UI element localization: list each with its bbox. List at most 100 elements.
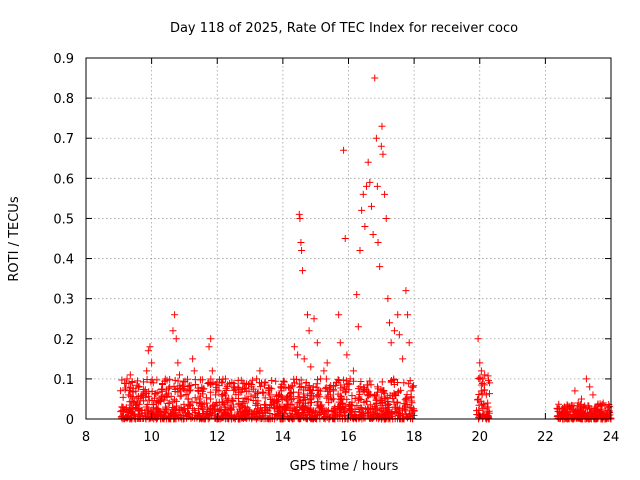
data-point bbox=[383, 412, 391, 420]
data-point bbox=[346, 375, 354, 383]
data-point bbox=[477, 397, 485, 405]
x-tick-label: 8 bbox=[82, 430, 90, 445]
data-point bbox=[592, 403, 600, 411]
data-point bbox=[290, 404, 298, 412]
data-point bbox=[378, 410, 386, 418]
data-point bbox=[273, 412, 281, 420]
data-point bbox=[296, 397, 304, 405]
data-point bbox=[290, 395, 298, 403]
data-point bbox=[252, 401, 260, 409]
data-point bbox=[307, 386, 315, 394]
data-point bbox=[282, 404, 290, 412]
data-point bbox=[184, 410, 192, 418]
data-point bbox=[315, 386, 323, 394]
data-point bbox=[158, 414, 166, 422]
data-point bbox=[573, 406, 581, 414]
data-point bbox=[386, 319, 394, 327]
data-point bbox=[184, 402, 192, 410]
data-point bbox=[473, 396, 481, 404]
data-point bbox=[225, 395, 233, 403]
data-point bbox=[303, 311, 311, 319]
data-point bbox=[278, 394, 286, 402]
data-point bbox=[236, 407, 244, 415]
data-point bbox=[372, 404, 380, 412]
data-point bbox=[324, 406, 332, 414]
y-tick-label: 0.8 bbox=[53, 92, 74, 107]
data-point bbox=[593, 406, 601, 414]
x-tick-labels: 8 10 12 14 16 18 20 22 24 bbox=[82, 430, 619, 445]
data-point bbox=[272, 377, 280, 385]
data-point bbox=[295, 210, 303, 218]
data-point bbox=[120, 407, 128, 415]
data-point bbox=[348, 392, 356, 400]
data-point bbox=[276, 408, 284, 416]
data-point bbox=[247, 392, 255, 400]
data-point bbox=[335, 411, 343, 419]
data-point bbox=[218, 413, 226, 421]
data-point bbox=[230, 413, 238, 421]
data-point bbox=[326, 391, 334, 399]
data-point bbox=[586, 383, 594, 391]
data-point bbox=[176, 392, 184, 400]
data-point bbox=[243, 413, 251, 421]
data-point bbox=[314, 398, 322, 406]
data-point bbox=[362, 397, 370, 405]
data-point bbox=[143, 367, 151, 375]
data-point bbox=[296, 214, 304, 222]
data-point bbox=[484, 403, 492, 411]
data-point bbox=[372, 134, 380, 142]
data-point bbox=[174, 377, 182, 385]
data-point bbox=[207, 380, 215, 388]
data-point bbox=[367, 202, 375, 210]
data-point bbox=[117, 387, 125, 395]
data-point bbox=[406, 410, 414, 418]
data-point bbox=[243, 395, 251, 403]
data-point bbox=[215, 398, 223, 406]
data-point bbox=[296, 383, 304, 391]
data-point bbox=[309, 393, 317, 401]
data-point bbox=[574, 399, 582, 407]
data-point bbox=[403, 394, 411, 402]
data-point bbox=[184, 395, 192, 403]
data-point bbox=[405, 380, 413, 388]
data-point bbox=[251, 391, 259, 399]
data-point bbox=[144, 408, 152, 416]
data-point bbox=[577, 395, 585, 403]
data-point bbox=[162, 391, 170, 399]
data-point bbox=[335, 376, 343, 384]
data-point bbox=[119, 393, 127, 401]
data-point bbox=[407, 387, 415, 395]
y-tick-label: 0.4 bbox=[53, 253, 74, 268]
data-point bbox=[190, 367, 198, 375]
data-point bbox=[135, 407, 142, 415]
data-point bbox=[205, 343, 213, 351]
data-point bbox=[161, 393, 169, 401]
data-point bbox=[301, 404, 309, 412]
data-point bbox=[128, 404, 136, 412]
data-point bbox=[330, 407, 338, 415]
data-point bbox=[336, 339, 344, 347]
data-point bbox=[475, 391, 483, 399]
data-point bbox=[191, 394, 199, 402]
data-point bbox=[340, 146, 348, 154]
data-point bbox=[286, 384, 294, 392]
data-point bbox=[390, 375, 398, 383]
data-point bbox=[221, 391, 229, 399]
data-point bbox=[363, 391, 371, 399]
data-point bbox=[300, 355, 308, 363]
data-point bbox=[239, 385, 247, 393]
data-points-layer bbox=[117, 74, 615, 423]
data-point bbox=[210, 406, 218, 414]
data-point bbox=[149, 379, 157, 387]
data-point bbox=[597, 407, 605, 415]
grid-layer bbox=[86, 58, 611, 419]
y-tick-label: 0.5 bbox=[53, 212, 74, 227]
data-point bbox=[140, 397, 148, 405]
data-point bbox=[274, 398, 282, 406]
data-point bbox=[381, 190, 389, 198]
data-point bbox=[313, 392, 321, 400]
data-point bbox=[582, 375, 590, 383]
data-point bbox=[289, 388, 297, 396]
data-point bbox=[361, 222, 369, 230]
data-point bbox=[256, 367, 264, 375]
